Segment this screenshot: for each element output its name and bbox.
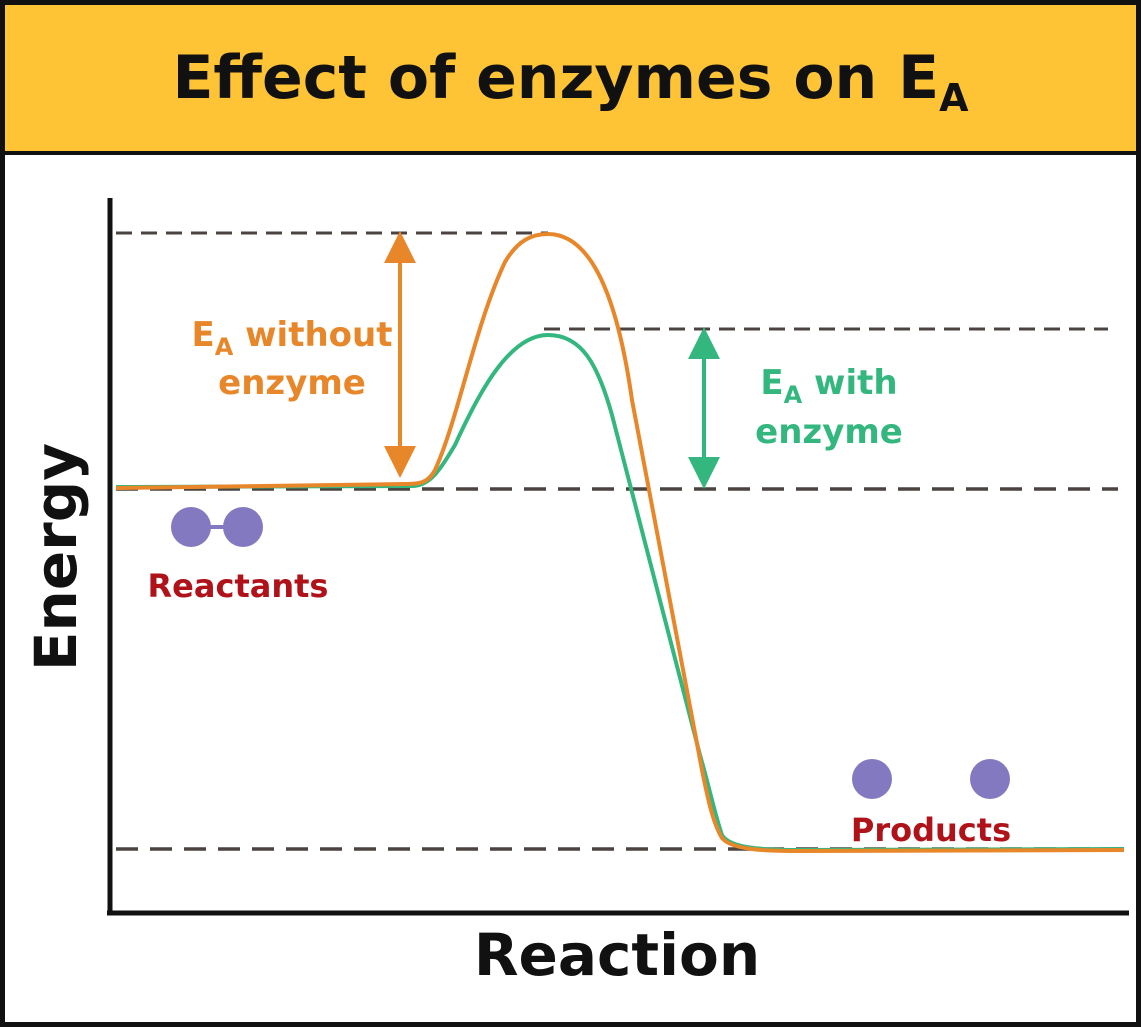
ea-with-enzyme-label: EA with: [760, 363, 897, 409]
ea-without-subscript: A: [215, 333, 234, 361]
ea-with-symbol: E: [760, 363, 783, 403]
product-molecules-icon: [852, 759, 1010, 799]
ea-with-line1: with: [802, 363, 897, 403]
ea-with-subscript: A: [784, 381, 803, 409]
ea-without-symbol: E: [192, 315, 215, 355]
products-label: Products: [851, 811, 1011, 849]
title-subscript: A: [939, 76, 969, 120]
reactants-label: Reactants: [148, 567, 329, 605]
ea-without-line1: without: [233, 315, 392, 355]
ea-without-enzyme-line2: enzyme: [218, 363, 366, 403]
reactant-molecule-icon: [171, 507, 263, 547]
x-axis-label: Reaction: [474, 921, 760, 989]
without-enzyme-curve: [115, 231, 1125, 854]
ea-with-enzyme-line2: enzyme: [755, 412, 903, 452]
title-text: Effect of enzymes on E: [172, 43, 940, 113]
y-axis-label: Energy: [22, 443, 90, 671]
ea-without-enzyme-label: EA without: [192, 315, 393, 361]
